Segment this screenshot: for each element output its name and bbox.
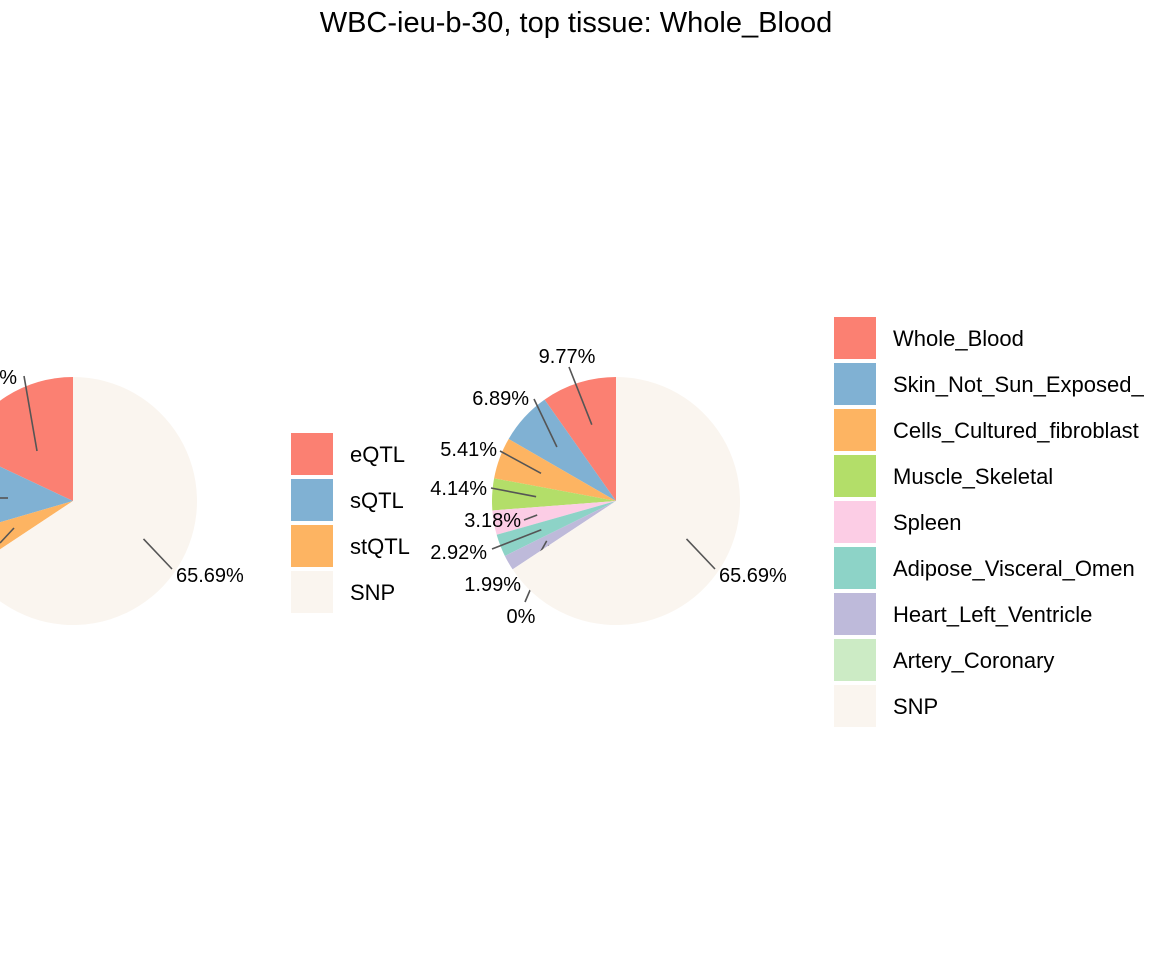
leader-line-stqtl [0, 527, 15, 544]
legend-swatch-adipose-visceral-omen [834, 547, 876, 589]
pie-slice-sqtl [0, 466, 73, 523]
legend-swatch-artery-coronary [834, 639, 876, 681]
legend-qtl-types: eQTL sQTL stQTL SNP [291, 433, 410, 613]
pie-slice-whole-blood [544, 377, 616, 501]
legend-tissues: Whole_Blood Skin_Not_Sun_Exposed_ Cells_Cu… [834, 317, 1144, 727]
legend-swatch-whole-blood [834, 317, 876, 359]
leader-line-snp [142, 538, 173, 570]
legend-label-skin-not-sun-exposed: Skin_Not_Sun_Exposed_ [893, 372, 1144, 397]
slice-label-heart-left-ventricle: 1.99% [464, 574, 521, 596]
leader-line-cells-cultured-fibroblast [499, 450, 542, 475]
pie-slice-stqtl [0, 501, 73, 550]
slice-label-snp: 65.69% [719, 565, 787, 587]
pie-chart-tissues: 9.77% 6.89% 5.41% 4.14% 3.18% 2.92% 1.99% 0% 65.… [430, 346, 787, 628]
leader-line-eqtl [23, 375, 38, 452]
legend-swatch-muscle-skeletal [834, 455, 876, 497]
legend-label-sqtl: sQTL [350, 488, 404, 513]
slice-label-adipose-visceral-omen: 2.92% [430, 542, 487, 564]
leader-line-snp [685, 538, 716, 570]
legend-swatch-sqtl [291, 479, 333, 521]
pie-chart-qtl-types: 65.69%% [0, 367, 244, 625]
legend-label-adipose-visceral-omen: Adipose_Visceral_Omen [893, 556, 1135, 581]
pie-slice-snp [0, 377, 197, 625]
legend-label-cells-cultured-fibroblast: Cells_Cultured_fibroblast [893, 418, 1139, 443]
legend-swatch-snp [291, 571, 333, 613]
legend-label-spleen: Spleen [893, 510, 962, 535]
slice-label-skin-not-sun-exposed: 6.89% [472, 388, 529, 410]
legend-label-whole-blood: Whole_Blood [893, 326, 1024, 351]
legend-label-heart-left-ventricle: Heart_Left_Ventricle [893, 602, 1092, 627]
slice-label-whole-blood: 9.77% [539, 346, 596, 368]
legend-label-artery-coronary: Artery_Coronary [893, 648, 1054, 673]
legend-swatch-skin-not-sun-exposed [834, 363, 876, 405]
pie-slice-adipose-visceral-omen [496, 501, 616, 556]
legend-swatch-snp [834, 685, 876, 727]
leader-line-spleen [523, 514, 538, 521]
slice-label-spleen: 3.18% [464, 510, 521, 532]
legend-label-stqtl: stQTL [350, 534, 410, 559]
partial-slice-label: % [0, 367, 17, 389]
pie-slice-heart-left-ventricle [504, 501, 616, 570]
legend-label-muscle-skeletal: Muscle_Skeletal [893, 464, 1053, 489]
leader-line-adipose-visceral-omen [491, 529, 542, 550]
legend-swatch-eqtl [291, 433, 333, 475]
pie-slice-cells-cultured-fibroblast [494, 438, 616, 501]
pie-slice-eqtl [0, 377, 73, 501]
slice-label-artery-coronary: 0% [507, 606, 536, 628]
pie-slice-spleen [492, 501, 616, 535]
slice-label-cells-cultured-fibroblast: 5.41% [440, 439, 497, 461]
leader-line-whole-blood [568, 366, 593, 425]
legend-swatch-cells-cultured-fibroblast [834, 409, 876, 451]
legend-label-eqtl: eQTL [350, 442, 405, 467]
pie-slice-snp [512, 376, 740, 625]
leader-line-skin-not-sun-exposed [533, 398, 558, 448]
pie-slice-muscle-skeletal [491, 478, 616, 511]
legend-swatch-spleen [834, 501, 876, 543]
legend-swatch-stqtl [291, 525, 333, 567]
legend-label-snp: SNP [350, 580, 395, 605]
slice-label-muscle-skeletal: 4.14% [430, 478, 487, 500]
slice-label-snp: 65.69% [176, 565, 244, 587]
leader-line-muscle-skeletal [490, 487, 537, 498]
chart-title: WBC-ieu-b-30, top tissue: Whole_Blood [320, 7, 833, 39]
legend-label-snp: SNP [893, 694, 938, 719]
legend-swatch-heart-left-ventricle [834, 593, 876, 635]
pie-slice-skin-not-sun-exposed [508, 399, 616, 501]
